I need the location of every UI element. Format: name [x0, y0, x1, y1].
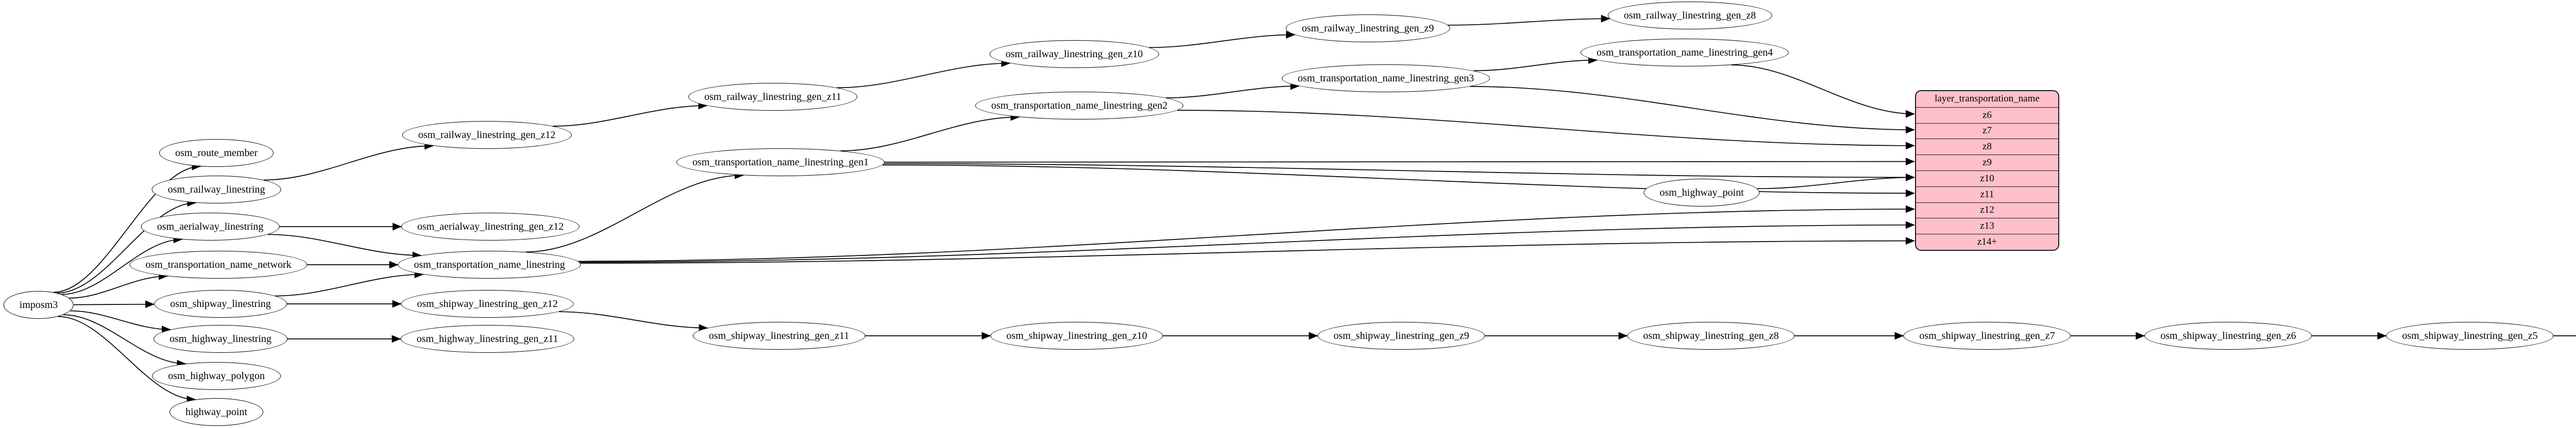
edge-osm_railway_linestring-to-osm_railway_linestring_gen_z12 [263, 142, 434, 181]
layer-table-row-z14+: z14+ [1916, 234, 2058, 250]
edge-osm_railway_linestring_gen_z11-to-osm_railway_linestring_gen_z10 [837, 59, 1011, 89]
layer-table-row-z11: z11 [1916, 186, 2058, 202]
layer-table-row-z13: z13 [1916, 218, 2058, 234]
edge-osm_highway_point-to-row-z10 [1757, 173, 1915, 190]
edge-imposm3-to-highway_point [58, 316, 196, 404]
edge-imposm3-to-osm_railway_linestring [57, 199, 197, 294]
edge-osm_shipway_linestring_gen_z12-to-osm_shipway_linestring_gen_z11 [558, 311, 708, 332]
edge-osm_transportation_name_linestring-to-row-z13 [579, 221, 1915, 263]
layer-table-row-z8: z8 [1916, 139, 2058, 155]
edge-imposm3-to-osm_route_member [53, 162, 201, 293]
edge-osm_railway_linestring_gen_z9-to-osm_railway_linestring_gen_z8 [1448, 14, 1611, 26]
layer-table-row-z7: z7 [1916, 123, 2058, 139]
edge-osm_transportation_name_linestring_gen3-to-row-z7 [1470, 86, 1915, 134]
edge-osm_railway_linestring_gen_z12-to-osm_railway_linestring_gen_z11 [552, 101, 708, 127]
edge-osm_aerialway_linestring-to-osm_transportation_name_linestring [267, 234, 422, 260]
edge-osm_transportation_name_linestring-to-row-z14+ [580, 237, 1915, 264]
edge-osm_transportation_name_linestring_gen1-to-row-z10 [884, 163, 1915, 181]
edge-osm_transportation_name_linestring_gen4-to-row-z6 [1731, 64, 1915, 118]
edge-osm_transportation_name_linestring_gen2-to-row-z8 [1177, 110, 1915, 150]
layer-table-row-z10: z10 [1916, 170, 2058, 186]
edge-group [53, 14, 2576, 404]
edge-imposm3-to-osm_aerialway_linestring [61, 235, 183, 295]
edge-imposm3-to-osm_highway_polygon [63, 314, 187, 368]
layer-table-row-z6: z6 [1916, 107, 2058, 123]
edge-osm_railway_linestring_gen_z10-to-osm_railway_linestring_gen_z9 [1149, 30, 1296, 48]
edge-osm_transportation_name_linestring_gen1-to-osm_transportation_name_linestring_gen2 [840, 113, 1020, 151]
edge-osm_transportation_name_linestring_gen2-to-osm_transportation_name_linestring_gen3 [1166, 82, 1300, 98]
edge-osm_transportation_name_linestring_gen3-to-osm_transportation_name_linestring_gen4 [1473, 56, 1598, 72]
edge-imposm3-to-osm_shipway_linestring [73, 300, 155, 309]
layer-table-row-z12: z12 [1916, 202, 2058, 218]
edge-osm_shipway_linestring-to-osm_transportation_name_linestring [275, 270, 424, 297]
edge-osm_transportation_name_linestring-to-osm_transportation_name_linestring_gen1 [526, 171, 744, 253]
layer-table: layer_transportation_name z6 z7 z8 z9 z10 z11… [1915, 90, 2059, 251]
edge-imposm3-to-osm_highway_linestring [70, 310, 172, 334]
layer-table-row-z9: z9 [1916, 155, 2058, 170]
layer-table-title: layer_transportation_name [1935, 93, 2040, 105]
edge-osm_transportation_name_linestring-to-row-z12 [578, 205, 1915, 262]
